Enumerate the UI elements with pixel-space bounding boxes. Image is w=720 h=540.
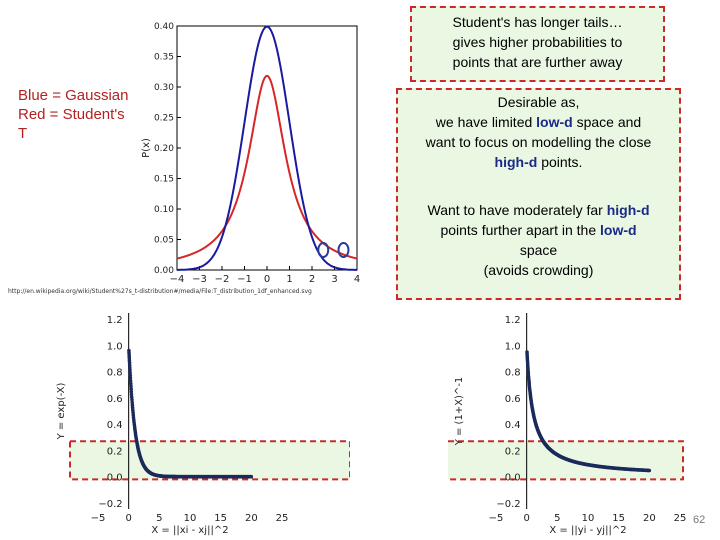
x-tick-label: −2 bbox=[215, 274, 230, 285]
callout-mid-line1: Desirable as, bbox=[497, 94, 580, 110]
x-tick-label: 5 bbox=[554, 513, 560, 524]
y-tick-label: 0.40 bbox=[154, 22, 174, 32]
y-tick-label: 0.30 bbox=[154, 83, 174, 93]
x-tick-label: 15 bbox=[214, 513, 227, 524]
callout-longer-tails: Student's has longer tails… gives higher… bbox=[410, 6, 665, 82]
y-tick-label: 0.4 bbox=[505, 420, 521, 431]
callout-mid-line7: space bbox=[519, 242, 558, 258]
legend-student-cont: T bbox=[18, 125, 28, 142]
kernel-curve bbox=[525, 350, 652, 473]
x-tick-label: −1 bbox=[237, 274, 252, 285]
x-tick-label: 3 bbox=[331, 274, 337, 285]
callout-mid-line8: (avoids crowding) bbox=[483, 262, 594, 278]
callout-mid-line3: want to focus on modelling the close bbox=[425, 134, 652, 150]
tail-marker-circle bbox=[317, 242, 330, 258]
kernel-point bbox=[129, 381, 133, 386]
x-tick-label: 20 bbox=[643, 513, 656, 524]
x-tick-label: 2 bbox=[309, 274, 315, 285]
y-tick-label: 0.15 bbox=[154, 175, 174, 185]
exp-kernel-chart: 1.2 1.0 0.8 0.6 0.4 0.2 0.0 −0.2 −5 0 5 10 15 20 25 X =… bbox=[56, 313, 350, 536]
kernel-point bbox=[128, 371, 132, 375]
y-tick-label: 0.20 bbox=[154, 144, 174, 154]
x-axis-label: X = ||xi - xj||^2 bbox=[151, 525, 228, 536]
y-tick-label: 0.8 bbox=[505, 368, 521, 379]
legend-gaussian: Blue = Gaussian bbox=[18, 87, 129, 104]
y-tick-label: −0.2 bbox=[98, 499, 122, 510]
kernel-point bbox=[129, 395, 134, 399]
kernel-point bbox=[129, 392, 134, 397]
y-tick-label: 0.6 bbox=[505, 394, 521, 405]
gaussian-curve bbox=[177, 25, 357, 271]
kernel-point bbox=[129, 384, 133, 389]
y-tick-label: 1.2 bbox=[505, 315, 521, 326]
y-tick-label: 1.2 bbox=[107, 315, 123, 326]
y-tick-label: 0.0 bbox=[107, 473, 123, 484]
kernel-point bbox=[249, 474, 254, 479]
plot-frame bbox=[176, 25, 358, 271]
kernel-point bbox=[129, 387, 133, 391]
y-tick-label: 1.0 bbox=[107, 341, 123, 352]
y-axis-label: P(x) bbox=[141, 138, 152, 158]
x-tick-label: 10 bbox=[184, 513, 197, 524]
x-tick-label: 5 bbox=[156, 513, 162, 524]
callout-mid-line6: points further apart in the low-d bbox=[440, 222, 637, 238]
y-tick-label: 0.0 bbox=[505, 473, 521, 484]
kernel-point bbox=[130, 400, 134, 405]
y-tick-label: 0.25 bbox=[154, 114, 174, 124]
x-tick-label: −4 bbox=[170, 274, 185, 285]
source-url[interactable]: http://en.wikipedia.org/wiki/Student%27s… bbox=[8, 288, 312, 295]
y-axis-label: Y = exp(-X) bbox=[56, 382, 67, 440]
kernel-point bbox=[130, 398, 134, 402]
y-tick-label: 0.10 bbox=[154, 205, 174, 215]
highlight-box bbox=[69, 440, 350, 481]
y-tick-label: 0.05 bbox=[154, 236, 174, 246]
y-tick-label: 0.2 bbox=[505, 446, 521, 457]
x-tick-label: 20 bbox=[245, 513, 258, 524]
x-tick-label: 1 bbox=[286, 274, 292, 285]
callout-mid-line2: we have limited low-d space and bbox=[435, 114, 642, 130]
x-tick-label: 25 bbox=[674, 513, 687, 524]
kernel-point bbox=[128, 379, 133, 383]
x-tick-label: 0 bbox=[264, 274, 270, 285]
kernel-point bbox=[647, 468, 652, 473]
callout-top-line2: gives higher probabilities to bbox=[452, 34, 623, 50]
y-tick-label: 0.2 bbox=[107, 446, 123, 457]
callout-desirable: Desirable as, we have limited low-d spac… bbox=[396, 88, 681, 300]
kernel-point bbox=[128, 376, 133, 381]
y-tick-label: 0.00 bbox=[154, 266, 174, 276]
y-tick-label: 0.35 bbox=[154, 53, 174, 63]
y-tick-label: 0.4 bbox=[107, 420, 123, 431]
y-axis-label: Y = (1+X)^-1 bbox=[454, 377, 465, 447]
x-tick-label: 15 bbox=[612, 513, 625, 524]
callout-top-line1: Student's has longer tails… bbox=[452, 14, 623, 30]
x-tick-label: −3 bbox=[192, 274, 207, 285]
legend-student: Red = Student's bbox=[18, 106, 125, 123]
x-tick-label: −5 bbox=[91, 513, 106, 524]
kernel-curve bbox=[127, 348, 254, 479]
x-axis-label: X = ||yi - yj||^2 bbox=[549, 525, 626, 536]
legend-text: Blue = Gaussian Red = Student's T bbox=[18, 86, 148, 143]
x-tick-label: 0 bbox=[125, 513, 131, 524]
distribution-chart: 0.00 0.05 0.10 0.15 0.20 0.25 0.30 0.35 0.40 −4 −3… bbox=[141, 22, 360, 285]
callout-mid-line4: high-d points. bbox=[494, 154, 583, 170]
callout-mid-line5: Want to have moderately far high-d bbox=[427, 202, 650, 218]
y-tick-label: −0.2 bbox=[496, 499, 520, 510]
student-kernel-chart: 1.2 1.0 0.8 0.6 0.4 0.2 0.0 −0.2 −5 0 5 10 15 20 25 X =… bbox=[448, 313, 687, 536]
tail-marker-circle bbox=[337, 242, 350, 258]
y-tick-label: 0.6 bbox=[107, 394, 123, 405]
x-tick-label: 0 bbox=[523, 513, 529, 524]
y-tick-label: 1.0 bbox=[505, 341, 521, 352]
x-tick-label: 25 bbox=[276, 513, 289, 524]
x-tick-label: 10 bbox=[582, 513, 595, 524]
kernel-point bbox=[128, 368, 132, 373]
kernel-point bbox=[128, 373, 133, 378]
callout-top-line3: points that are further away bbox=[452, 54, 623, 70]
student-t-curve bbox=[176, 74, 358, 260]
x-tick-label: −5 bbox=[489, 513, 504, 524]
kernel-point bbox=[129, 390, 134, 394]
page-number: 62 bbox=[693, 514, 706, 526]
y-tick-label: 0.8 bbox=[107, 368, 123, 379]
x-tick-label: 4 bbox=[354, 274, 360, 285]
